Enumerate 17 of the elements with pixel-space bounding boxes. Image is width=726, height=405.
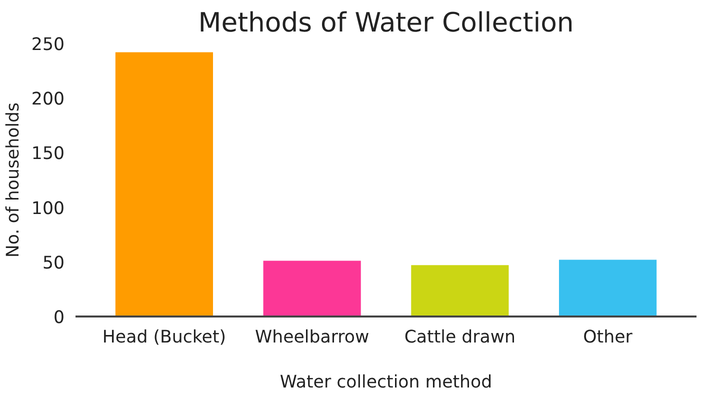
y-tick-label: 50 (42, 253, 65, 274)
x-axis-title: Water collection method (280, 372, 492, 392)
x-tick-label: Other (583, 328, 634, 348)
x-tick-label: Wheelbarrow (254, 328, 370, 348)
y-axis-title: No. of households (3, 102, 24, 258)
bar (263, 260, 361, 316)
chart-title: Methods of Water Collection (198, 8, 574, 38)
bar (115, 52, 214, 316)
bar (411, 265, 509, 316)
y-tick-label: 250 (31, 35, 65, 55)
bar (558, 260, 657, 316)
y-tick-label: 150 (31, 144, 65, 164)
x-tick-label: Cattle drawn (404, 328, 516, 348)
y-tick-label: 100 (31, 198, 65, 219)
x-tick-label: Head (Bucket) (102, 328, 226, 348)
y-tick-label: 0 (53, 308, 65, 328)
y-tick-label: 200 (31, 90, 65, 110)
